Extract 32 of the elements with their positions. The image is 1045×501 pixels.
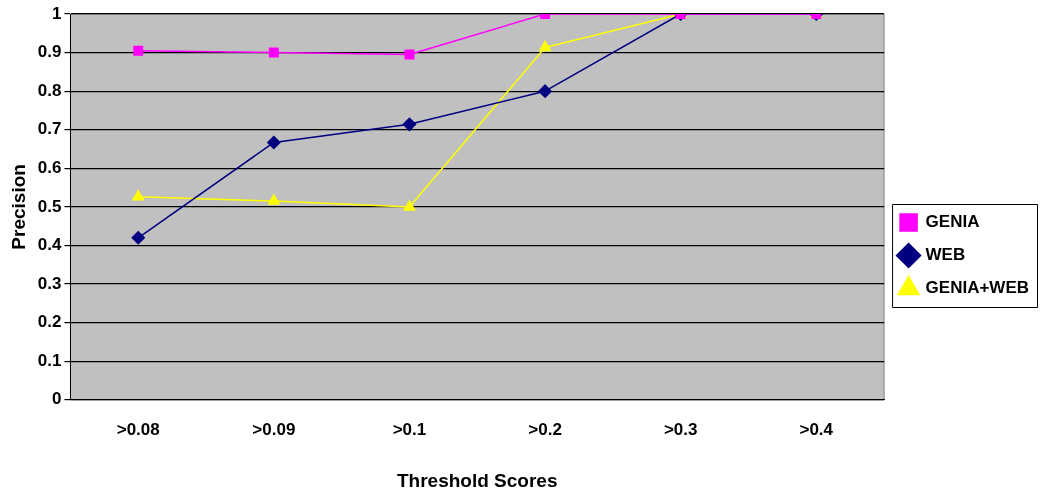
point	[267, 135, 281, 150]
x-tick-label: >0.09	[252, 419, 296, 439]
y-tick-label: 0.3	[37, 273, 62, 293]
point	[131, 231, 145, 245]
x-tick-label: >0.08	[116, 419, 160, 439]
legend-label: GENIA+WEB	[925, 278, 1030, 298]
y-tick-label: 0.6	[37, 158, 62, 178]
y-tick-label: 0.9	[37, 42, 62, 62]
point	[132, 190, 145, 201]
point	[268, 47, 279, 58]
y-axis-title: Precision	[7, 164, 29, 250]
y-tick-label: 0.5	[37, 196, 62, 216]
y-tick-label: 0.4	[37, 235, 62, 255]
x-tick-label: >0.4	[799, 419, 834, 439]
y-tick-label: 0	[51, 389, 62, 409]
y-tick-label: 0.2	[37, 312, 62, 332]
point	[133, 45, 144, 56]
x-tick-label: >0.3	[663, 419, 698, 439]
y-tick-label: 1	[51, 3, 62, 23]
point	[267, 194, 280, 205]
x-tick-label: >0.1	[392, 419, 427, 439]
y-tick-label: 0.1	[37, 350, 62, 370]
point	[402, 117, 417, 132]
y-tick-label: 0.8	[37, 80, 62, 100]
point	[404, 49, 415, 60]
y-tick-label: 0.7	[37, 119, 62, 139]
x-tick-label: >0.2	[528, 419, 562, 439]
legend-label: WEB	[925, 245, 966, 265]
legend-label: GENIA	[925, 212, 980, 232]
point	[538, 84, 552, 98]
x-axis-title: Threshold Scores	[397, 469, 558, 491]
point	[403, 200, 416, 211]
